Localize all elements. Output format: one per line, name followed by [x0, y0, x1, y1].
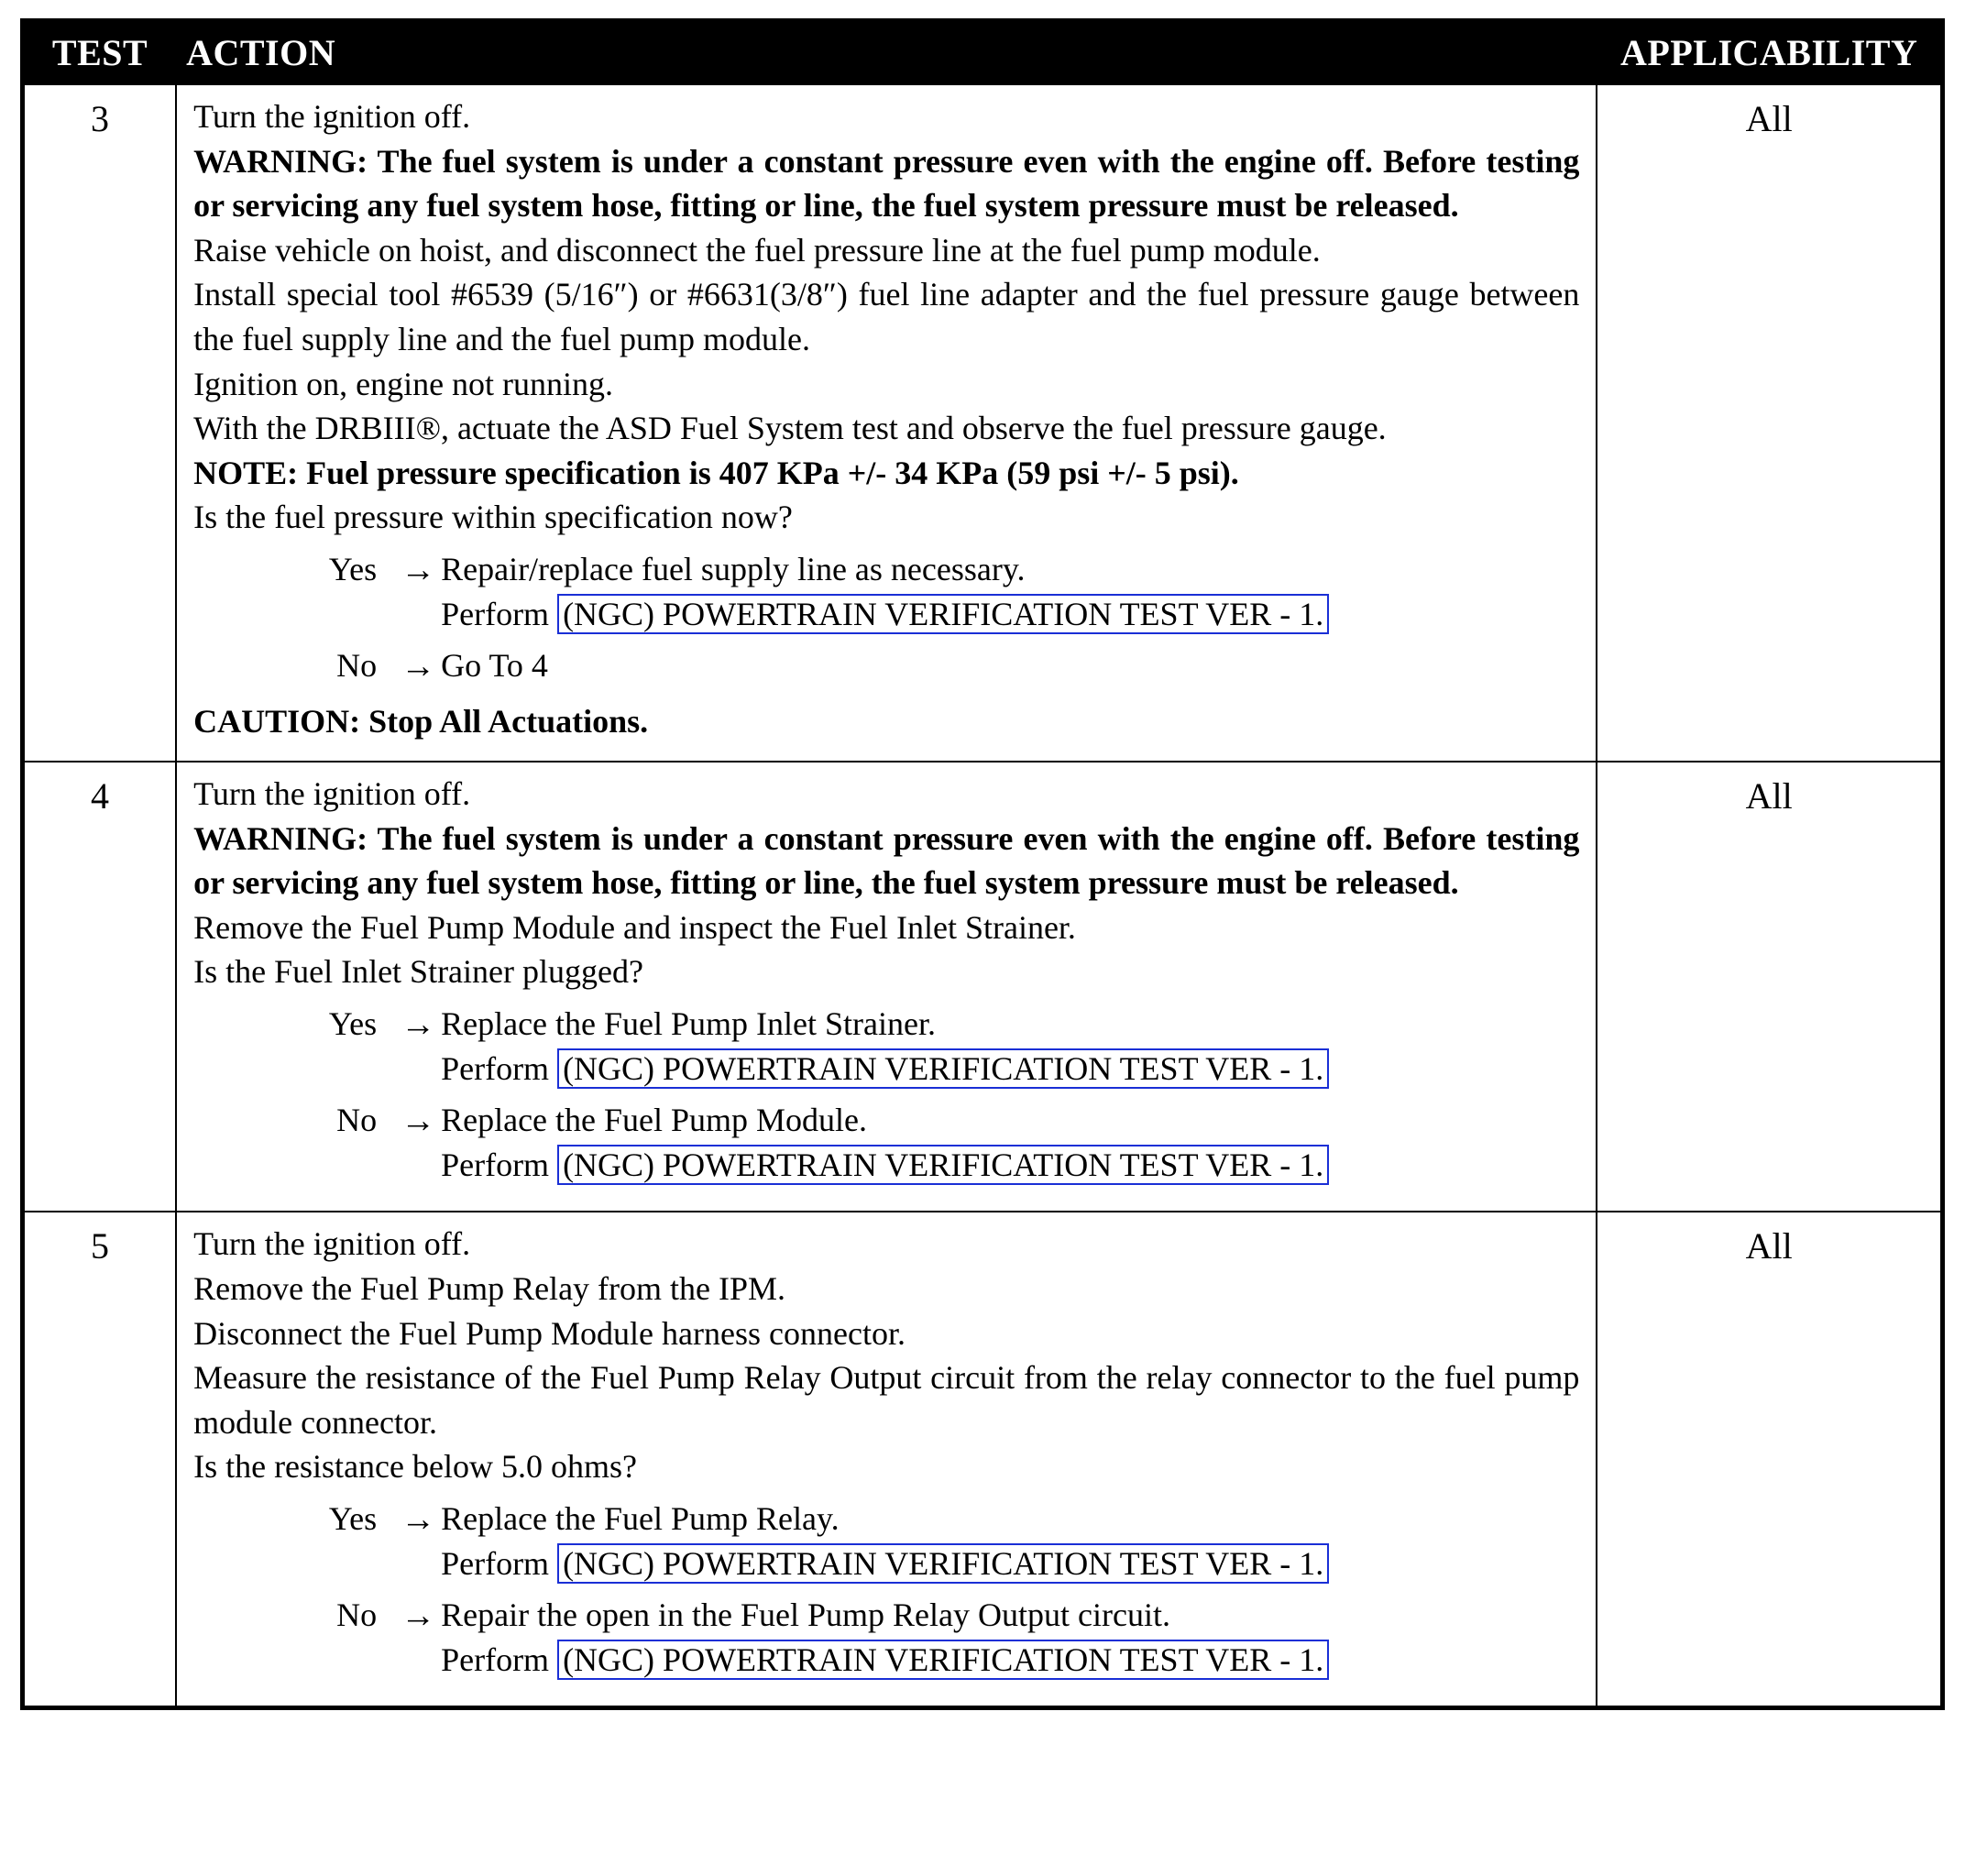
decision-body: Go To 4 [441, 643, 1579, 688]
decision-body: Replace the Fuel Pump Module.Perform (NG… [441, 1098, 1579, 1187]
decision-label: Yes [193, 547, 395, 592]
perform-prefix: Perform [441, 596, 557, 632]
action-cell: Turn the ignition off.Remove the Fuel Pu… [176, 1212, 1597, 1707]
table-body: 3Turn the ignition off.WARNING: The fuel… [23, 84, 1943, 1708]
decision-action-text: Repair/replace fuel supply line as neces… [441, 547, 1579, 592]
action-line: NOTE: Fuel pressure specification is 407… [193, 451, 1579, 496]
action-line: Turn the ignition off. [193, 94, 1579, 139]
decision-action-text: Replace the Fuel Pump Module. [441, 1098, 1579, 1143]
applicability-cell: All [1597, 1212, 1942, 1707]
perform-prefix: Perform [441, 1545, 557, 1582]
decision-label: Yes [193, 1002, 395, 1047]
verification-test-link[interactable]: (NGC) POWERTRAIN VERIFICATION TEST VER -… [557, 1640, 1329, 1680]
arrow-icon: → [395, 1497, 441, 1543]
test-number-cell: 3 [23, 84, 177, 762]
decision-action-text: Replace the Fuel Pump Inlet Strainer. [441, 1002, 1579, 1047]
action-line: Raise vehicle on hoist, and disconnect t… [193, 228, 1579, 273]
header-applicability: APPLICABILITY [1597, 21, 1942, 85]
decision-label: No [193, 1593, 395, 1638]
arrow-icon: → [395, 547, 441, 594]
action-line: Is the resistance below 5.0 ohms? [193, 1444, 1579, 1489]
verification-test-link[interactable]: (NGC) POWERTRAIN VERIFICATION TEST VER -… [557, 1543, 1329, 1584]
decision-row: No→Repair the open in the Fuel Pump Rela… [193, 1593, 1579, 1682]
action-line: Is the fuel pressure within specificatio… [193, 495, 1579, 540]
action-cell: Turn the ignition off.WARNING: The fuel … [176, 762, 1597, 1212]
table-row: 4Turn the ignition off.WARNING: The fuel… [23, 762, 1943, 1212]
decision-label: Yes [193, 1497, 395, 1541]
decision-body: Repair the open in the Fuel Pump Relay O… [441, 1593, 1579, 1682]
verification-test-link[interactable]: (NGC) POWERTRAIN VERIFICATION TEST VER -… [557, 1145, 1329, 1185]
action-line: Turn the ignition off. [193, 772, 1579, 817]
action-line: Ignition on, engine not running. [193, 362, 1579, 407]
decision-body: Replace the Fuel Pump Relay.Perform (NGC… [441, 1497, 1579, 1585]
decision-perform-line: Perform (NGC) POWERTRAIN VERIFICATION TE… [441, 592, 1579, 637]
decision-action-text: Go To 4 [441, 643, 1579, 688]
table-header-row: TEST ACTION APPLICABILITY [23, 21, 1943, 85]
decision-row: Yes→Repair/replace fuel supply line as n… [193, 547, 1579, 636]
decision-label: No [193, 1098, 395, 1143]
action-line: Is the Fuel Inlet Strainer plugged? [193, 949, 1579, 994]
action-line: Install special tool #6539 (5/16″) or #6… [193, 272, 1579, 361]
decision-action-text: Repair the open in the Fuel Pump Relay O… [441, 1593, 1579, 1638]
caution-text: CAUTION: Stop All Actuations. [193, 699, 1579, 744]
decision-label: No [193, 643, 395, 688]
action-line: Remove the Fuel Pump Relay from the IPM. [193, 1267, 1579, 1311]
decision-perform-line: Perform (NGC) POWERTRAIN VERIFICATION TE… [441, 1541, 1579, 1586]
decision-body: Replace the Fuel Pump Inlet Strainer.Per… [441, 1002, 1579, 1091]
action-line: WARNING: The fuel system is under a cons… [193, 817, 1579, 905]
decision-row: Yes→Replace the Fuel Pump Inlet Strainer… [193, 1002, 1579, 1091]
page-container: TEST ACTION APPLICABILITY 3Turn the igni… [20, 18, 1945, 1710]
decision-body: Repair/replace fuel supply line as neces… [441, 547, 1579, 636]
test-number-cell: 4 [23, 762, 177, 1212]
decision-row: No→Go To 4 [193, 643, 1579, 690]
decision-perform-line: Perform (NGC) POWERTRAIN VERIFICATION TE… [441, 1638, 1579, 1683]
action-line: Turn the ignition off. [193, 1222, 1579, 1267]
perform-prefix: Perform [441, 1146, 557, 1183]
decision-action-text: Replace the Fuel Pump Relay. [441, 1497, 1579, 1541]
table-row: 5Turn the ignition off.Remove the Fuel P… [23, 1212, 1943, 1707]
action-line: Remove the Fuel Pump Module and inspect … [193, 905, 1579, 950]
action-line: Measure the resistance of the Fuel Pump … [193, 1355, 1579, 1444]
arrow-icon: → [395, 1593, 441, 1640]
decision-perform-line: Perform (NGC) POWERTRAIN VERIFICATION TE… [441, 1047, 1579, 1092]
perform-prefix: Perform [441, 1641, 557, 1678]
action-line: Disconnect the Fuel Pump Module harness … [193, 1311, 1579, 1356]
table-row: 3Turn the ignition off.WARNING: The fuel… [23, 84, 1943, 762]
header-test: TEST [23, 21, 177, 85]
decision-perform-line: Perform (NGC) POWERTRAIN VERIFICATION TE… [441, 1143, 1579, 1188]
decision-row: No→Replace the Fuel Pump Module.Perform … [193, 1098, 1579, 1187]
applicability-cell: All [1597, 84, 1942, 762]
action-line: With the DRBIII®, actuate the ASD Fuel S… [193, 406, 1579, 451]
test-number-cell: 5 [23, 1212, 177, 1707]
action-line: WARNING: The fuel system is under a cons… [193, 139, 1579, 228]
arrow-icon: → [395, 1002, 441, 1048]
decision-row: Yes→Replace the Fuel Pump Relay.Perform … [193, 1497, 1579, 1585]
diagnostic-table: TEST ACTION APPLICABILITY 3Turn the igni… [20, 18, 1945, 1710]
verification-test-link[interactable]: (NGC) POWERTRAIN VERIFICATION TEST VER -… [557, 1048, 1329, 1089]
arrow-icon: → [395, 1098, 441, 1145]
verification-test-link[interactable]: (NGC) POWERTRAIN VERIFICATION TEST VER -… [557, 594, 1329, 634]
arrow-icon: → [395, 643, 441, 690]
applicability-cell: All [1597, 762, 1942, 1212]
action-cell: Turn the ignition off.WARNING: The fuel … [176, 84, 1597, 762]
perform-prefix: Perform [441, 1050, 557, 1087]
header-action: ACTION [176, 21, 1597, 85]
